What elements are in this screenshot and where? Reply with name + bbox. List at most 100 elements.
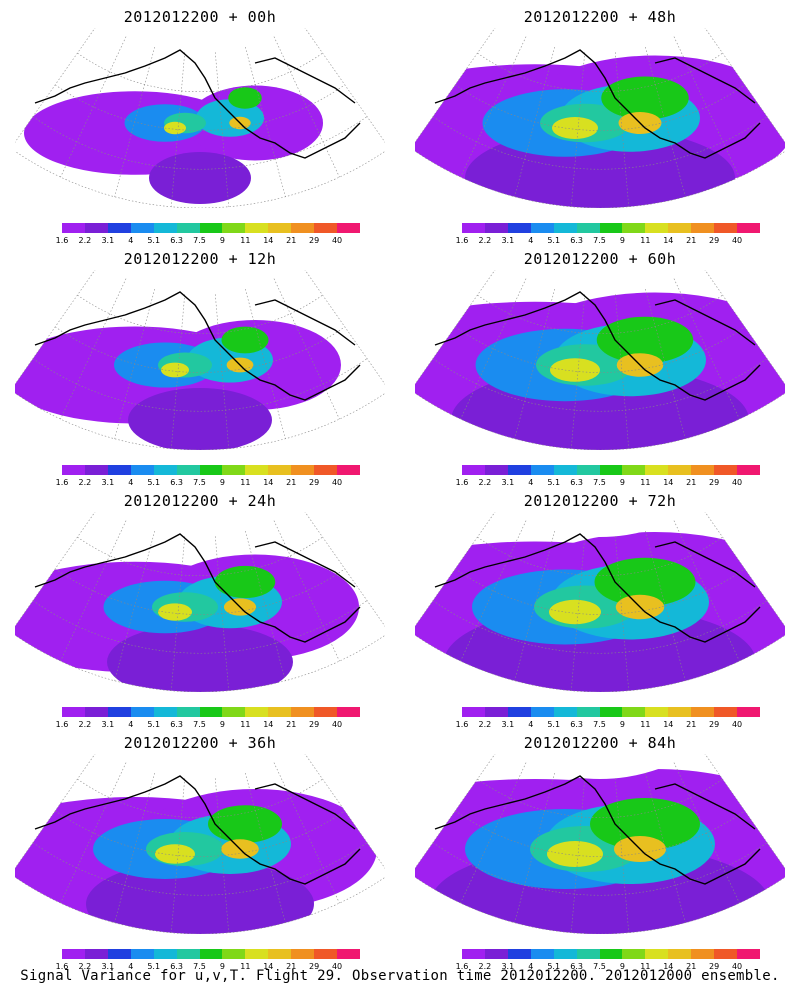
colorbar-label: 7.5 (193, 962, 206, 971)
map-panel: 2012012200 + 36h 1.6 2.2 3.1 4 5.1 6.3 7.5 9 11 14… (0, 726, 400, 971)
longitude-line (15, 270, 96, 385)
panel-title: 2012012200 + 48h (523, 8, 677, 26)
latitude-line (455, 326, 745, 373)
colorbar-swatch (130, 707, 154, 717)
variance-contour (228, 87, 262, 109)
longitude-line (673, 520, 740, 662)
colorbar-label: 29 (709, 236, 720, 245)
longitude-line (60, 762, 127, 904)
colorbar-label: 40 (731, 720, 743, 729)
colorbar-label: 4 (528, 236, 534, 245)
latitude-line (432, 358, 768, 412)
colorbar-label: 9 (219, 236, 225, 245)
colorbar-swatch (176, 707, 200, 717)
longitude-line (514, 530, 555, 681)
colorbar-swatch (199, 465, 223, 475)
colorbar-swatch (622, 223, 646, 233)
colorbar-label: 40 (331, 478, 343, 487)
latitude-line (432, 600, 768, 654)
colorbar-swatch (222, 223, 246, 233)
colorbar-swatch (199, 707, 223, 717)
colorbar (462, 465, 760, 475)
latitude-line (15, 634, 385, 692)
colorbar-swatch (153, 223, 177, 233)
colorbar-swatch (84, 223, 108, 233)
colorbar-label: 1.6 (55, 962, 69, 971)
longitude-line (304, 28, 385, 143)
colorbar-label: 14 (663, 720, 674, 729)
colorbar-label: 1.6 (55, 478, 69, 487)
longitude-line (170, 52, 186, 207)
longitude-line (614, 52, 630, 207)
colorbar (62, 949, 360, 959)
coastline (434, 775, 761, 885)
polar-map (415, 754, 785, 934)
colorbar-swatch (337, 223, 360, 233)
colorbar-swatch (462, 949, 485, 959)
longitude-line (514, 288, 555, 439)
longitude-line (614, 536, 630, 691)
colorbar-label: 1.6 (55, 720, 69, 729)
colorbar-label: 7.5 (593, 720, 606, 729)
map-panel: 2012012200 + 00h 1.6 2.2 3.1 4 5.1 6.3 7.5 9 11 14… (0, 0, 400, 245)
longitude-line (273, 762, 340, 904)
colorbar-swatch (62, 707, 85, 717)
variance-contour (590, 798, 700, 850)
colorbar (62, 707, 360, 717)
colorbar-labels: 1.6 2.2 3.1 4 5.1 6.3 7.5 9 11 14 21 29 40 (450, 478, 770, 488)
longitude-line (170, 536, 186, 691)
colorbar-swatch (622, 949, 646, 959)
colorbar-label: 4 (128, 962, 134, 971)
latitude-line (415, 150, 785, 208)
colorbar-swatch (462, 465, 485, 475)
colorbar-label: 5.1 (147, 478, 161, 487)
latitude-line (477, 52, 723, 93)
longitude-line (415, 512, 496, 627)
colorbar-label: 7.5 (593, 478, 606, 487)
colorbar-swatch (714, 223, 738, 233)
colorbar-swatch (291, 223, 315, 233)
map-panel: 2012012200 + 48h 1.6 2.2 3.1 4 5.1 6.3 7.5 9 11 14… (400, 0, 800, 245)
longitude-line (114, 288, 155, 439)
longitude-line (415, 28, 496, 143)
map-panel: 2012012200 + 24h 1.6 2.2 3.1 4 5.1 6.3 7.5 9 11 14… (0, 484, 400, 729)
colorbar-label: 4 (128, 478, 134, 487)
colorbar-swatch (153, 949, 177, 959)
colorbar-swatch (291, 949, 315, 959)
longitude-line (304, 754, 385, 869)
colorbar-label: 40 (331, 962, 343, 971)
colorbar-swatch (530, 465, 554, 475)
colorbar-swatch (645, 465, 669, 475)
longitude-line (214, 52, 230, 207)
colorbar-swatch (530, 223, 554, 233)
longitude-line (304, 270, 385, 385)
colorbar-label: 21 (686, 720, 697, 729)
colorbar-swatch (130, 465, 154, 475)
map-panel: 2012012200 + 84h 1.6 2.2 3.1 4 5.1 6.3 7.5 9 11 14… (400, 726, 800, 971)
colorbar-swatch (222, 707, 246, 717)
longitude-line (614, 294, 630, 449)
longitude-line (273, 36, 340, 178)
longitude-line (304, 512, 385, 627)
colorbar-swatch (576, 949, 600, 959)
longitude-line (645, 46, 686, 197)
latitude-line (55, 810, 345, 857)
colorbar-label: 4 (528, 962, 534, 971)
colorbar-swatch (337, 949, 360, 959)
colorbar-label: 4 (528, 720, 534, 729)
longitude-line (170, 294, 186, 449)
colorbar-label: 5.1 (547, 478, 561, 487)
colorbar-label: 29 (309, 478, 320, 487)
colorbar-swatch (176, 949, 200, 959)
longitude-line (214, 294, 230, 449)
colorbar-label: 7.5 (193, 720, 206, 729)
latitude-line (432, 116, 768, 170)
colorbar-swatch (714, 465, 738, 475)
longitude-line (460, 36, 527, 178)
colorbar-swatch (84, 465, 108, 475)
colorbar-label: 11 (640, 720, 651, 729)
longitude-line (15, 512, 96, 627)
variance-contour (596, 316, 694, 364)
colorbar-swatch (268, 707, 292, 717)
colorbar-swatch (645, 949, 669, 959)
